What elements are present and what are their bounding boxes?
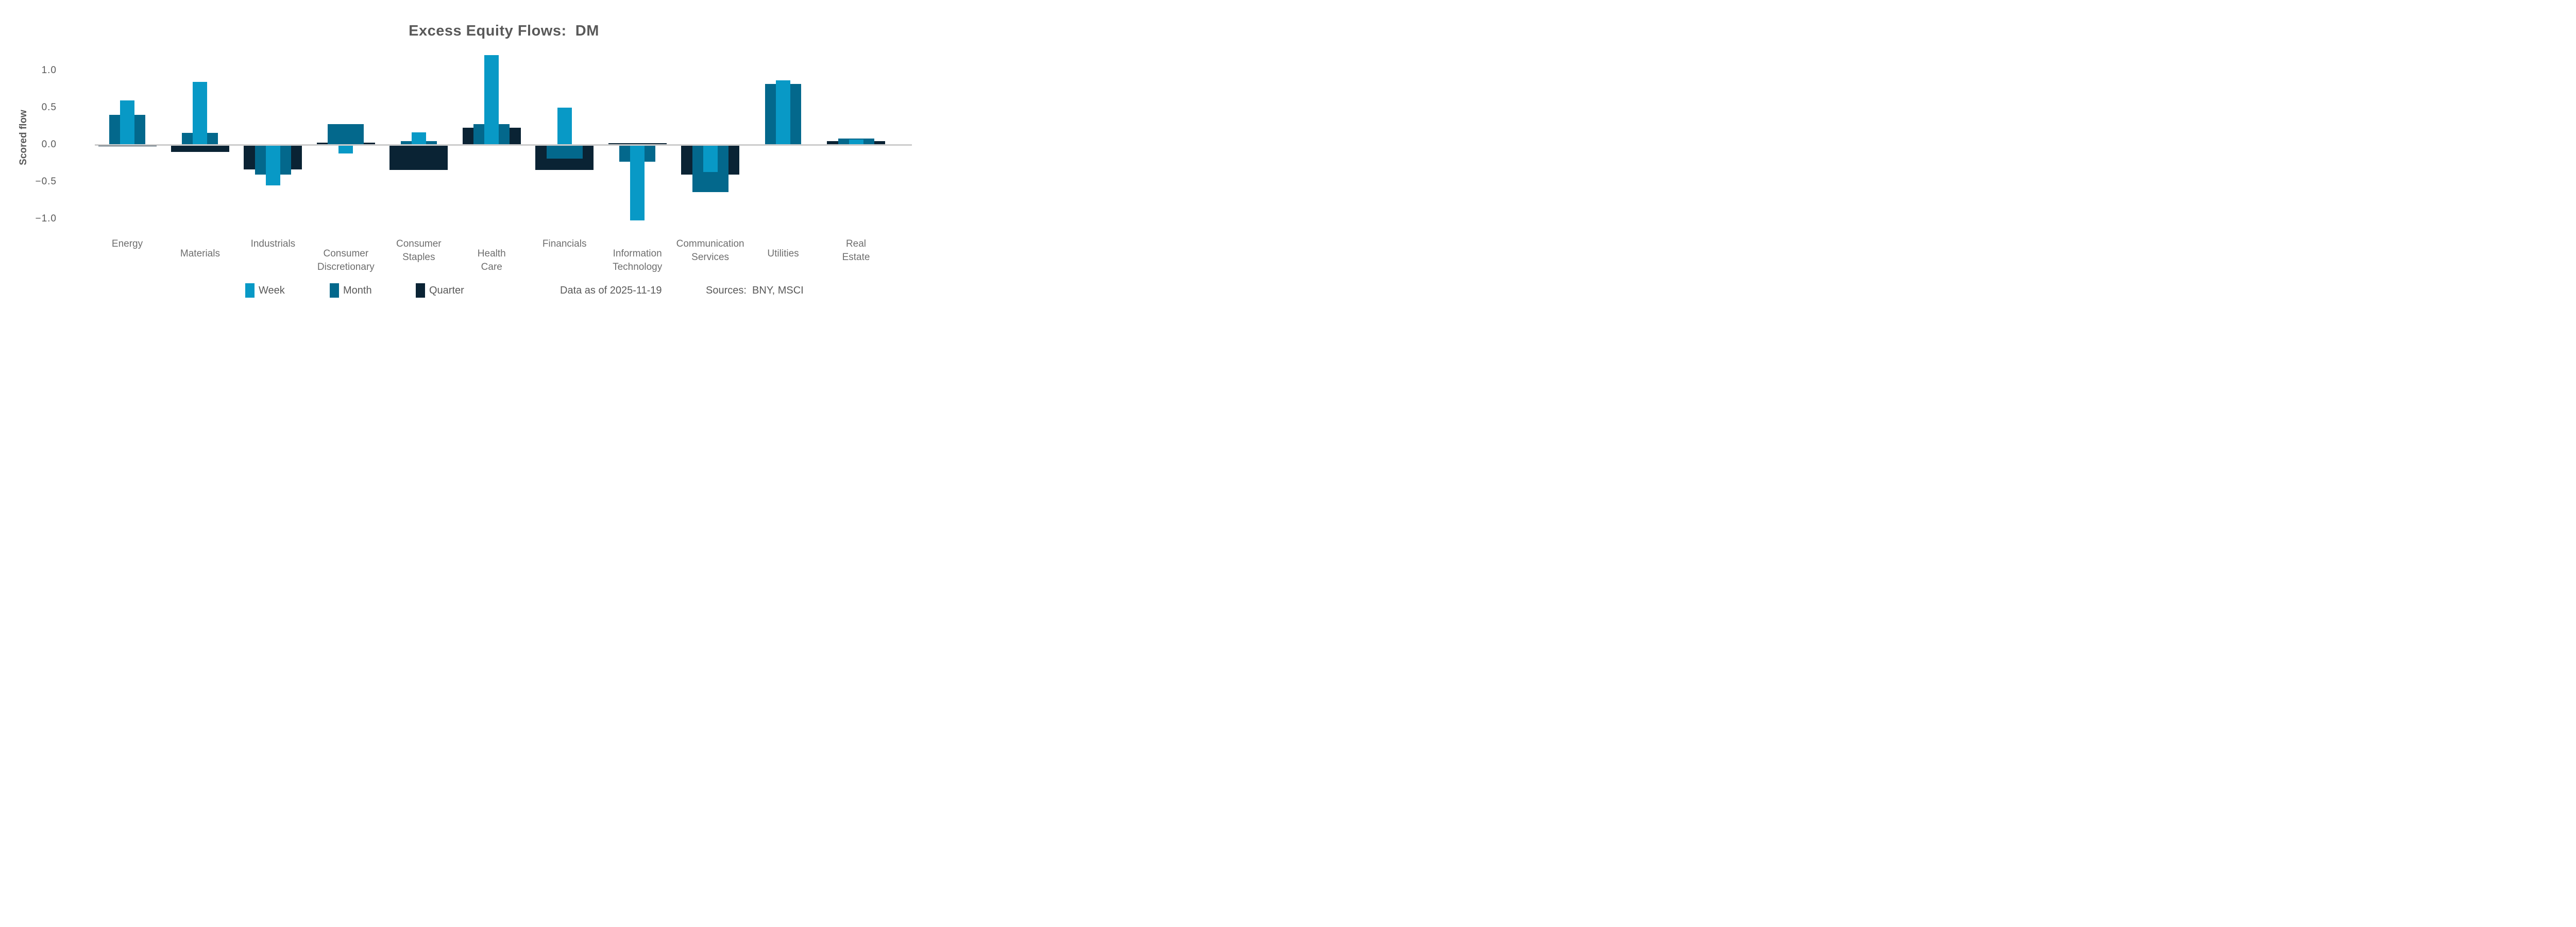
bar-week-industrials (265, 145, 280, 186)
x-label-health-care: Health Care (477, 248, 506, 272)
y-tick-−0.5: −0.5 (35, 176, 57, 187)
bar-week-utilities (776, 80, 791, 145)
x-label-consumer-staples: Consumer Staples (396, 238, 442, 263)
y-axis-title-text: Scored flow (18, 110, 29, 165)
bar-week-energy (120, 100, 134, 145)
bar-week-consumer-discretionary (338, 145, 353, 154)
bar-quarter-materials (171, 145, 229, 152)
legend-label-week: Week (259, 285, 285, 296)
x-label-real-estate: Real Estate (842, 238, 870, 263)
legend-label-quarter: Quarter (429, 285, 464, 296)
bar-week-information-technology (630, 145, 645, 220)
legend-swatch-quarter (416, 283, 425, 298)
x-label-financials: Financials (542, 238, 587, 249)
excess-equity-flows-chart: Excess Equity Flows: DM Scored flow 1.0 0… (0, 0, 927, 309)
sources-note: Sources: BNY, MSCI (706, 285, 804, 296)
x-label-information-technology: Information Technology (613, 248, 663, 272)
legend-swatch-month (330, 283, 339, 298)
bar-month-financials (546, 145, 583, 159)
chart-title: Excess Equity Flows: DM (409, 23, 599, 39)
y-tick-1.0: 1.0 (41, 65, 57, 76)
bar-month-consumer-discretionary (328, 124, 364, 145)
x-label-energy: Energy (111, 238, 143, 249)
y-tick-−1.0: −1.0 (35, 213, 57, 224)
x-label-communication-services: Communication Services (676, 238, 744, 263)
bar-week-health-care (484, 55, 499, 145)
y-tick-0.5: 0.5 (41, 102, 57, 113)
bar-week-consumer-staples (411, 132, 426, 145)
x-label-consumer-discretionary: Consumer Discretionary (317, 248, 375, 272)
x-label-industrials: Industrials (250, 238, 296, 249)
bar-quarter-consumer-staples (389, 145, 448, 170)
zero-axis-line (95, 144, 912, 146)
y-tick-0.0: 0.0 (41, 139, 57, 150)
legend-label-month: Month (343, 285, 372, 296)
bar-week-real-estate (849, 139, 863, 145)
x-label-utilities: Utilities (767, 248, 799, 259)
x-label-materials: Materials (180, 248, 220, 259)
legend-swatch-week (245, 283, 255, 298)
data-as-of-note: Data as of 2025-11-19 (560, 285, 662, 296)
bar-week-communication-services (703, 145, 718, 173)
bar-week-materials (193, 81, 208, 145)
bar-week-financials (557, 108, 572, 145)
